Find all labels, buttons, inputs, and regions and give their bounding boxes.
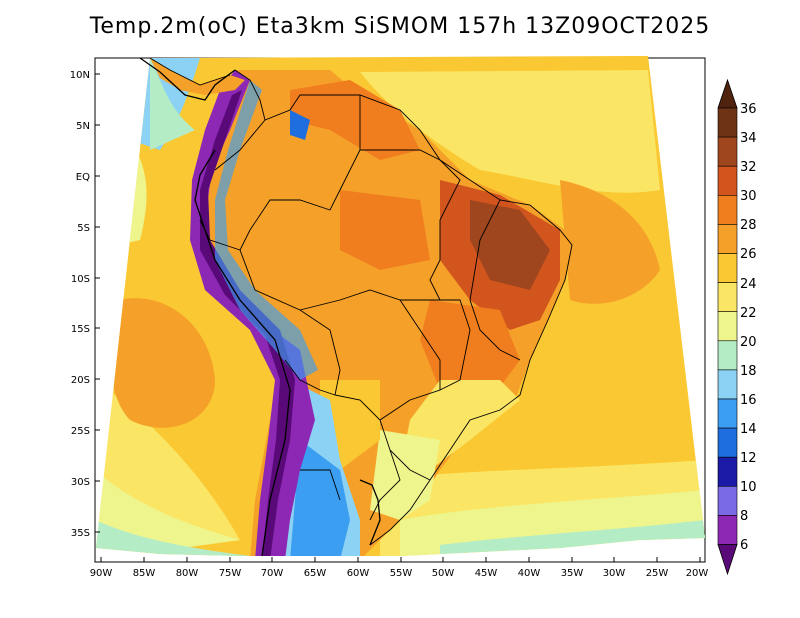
lat-label: 15S	[71, 324, 90, 335]
lon-label: 70W	[261, 568, 284, 579]
colorbar-label: 18	[740, 364, 757, 379]
colorbar-swatch	[717, 456, 738, 487]
coastline	[139, 57, 381, 557]
lon-label: 85W	[133, 568, 156, 579]
lat-label: EQ	[76, 172, 90, 183]
colorbar-label: 30	[740, 189, 757, 204]
colorbar-label: 34	[740, 131, 757, 146]
lon-label: 75W	[219, 568, 242, 579]
lat-label: 20S	[71, 375, 90, 386]
lon-label: 20W	[686, 568, 709, 579]
colorbar: 36 34 32 30 28 26 24 22 20 18 16 14 12 1…	[717, 78, 757, 576]
colorbar-swatch	[717, 369, 738, 400]
colorbar-swatch	[717, 195, 738, 225]
lon-label: 50W	[432, 568, 455, 579]
lon-label: 25W	[646, 568, 669, 579]
colorbar-swatch	[717, 136, 738, 167]
colorbar-label: 24	[740, 277, 757, 292]
colorbar-min-arrow	[717, 544, 738, 576]
country-borders	[149, 57, 573, 546]
colorbar-swatch	[717, 340, 738, 371]
lon-label: 90W	[90, 568, 113, 579]
colorbar-label: 6	[740, 538, 748, 553]
lon-label: 35W	[561, 568, 584, 579]
colorbar-swatch	[717, 311, 738, 342]
colorbar-label: 36	[740, 102, 757, 117]
colorbar-label: 32	[740, 160, 757, 175]
colorbar-label: 22	[740, 306, 757, 321]
lon-label: 60W	[347, 568, 370, 579]
lat-label: 5N	[76, 121, 90, 132]
colorbar-label: 16	[740, 393, 757, 408]
map-title: Temp.2m(oC) Eta3km SiSMOM 157h 13Z09OCT2…	[89, 14, 711, 39]
lon-label: 45W	[475, 568, 498, 579]
lat-label: 10N	[70, 70, 90, 81]
lon-label: 80W	[176, 568, 199, 579]
colorbar-label: 14	[740, 422, 757, 437]
colorbar-swatch	[717, 398, 738, 429]
colorbar-swatch	[717, 515, 738, 545]
lat-label: 35S	[71, 528, 90, 539]
colorbar-swatch	[717, 427, 738, 458]
colorbar-label: 12	[740, 451, 757, 466]
lon-label: 40W	[518, 568, 541, 579]
lon-label: 65W	[304, 568, 327, 579]
colorbar-swatch	[717, 224, 738, 254]
colorbar-swatch	[717, 107, 738, 138]
colorbar-swatch	[717, 253, 738, 283]
colorbar-swatch	[717, 485, 738, 516]
colorbar-swatch	[717, 165, 738, 196]
colorbar-label: 8	[740, 509, 748, 524]
colorbar-label: 20	[740, 335, 757, 350]
colorbar-label: 26	[740, 247, 757, 262]
longitude-axis: 90W 85W 80W 75W 70W 65W 60W 55W 50W 45W …	[90, 557, 709, 579]
colorbar-swatch	[717, 282, 738, 313]
colorbar-max-arrow	[717, 78, 738, 109]
colorbar-label: 10	[740, 480, 757, 495]
lat-label: 25S	[71, 426, 90, 437]
temperature-field	[96, 56, 705, 556]
lon-label: 30W	[603, 568, 626, 579]
lat-label: 5S	[77, 223, 90, 234]
colorbar-label: 28	[740, 218, 757, 233]
lat-label: 30S	[71, 477, 90, 488]
latitude-axis: 10N 5N EQ 5S 10S 15S 20S 25S 30S 35S	[70, 70, 100, 539]
lat-label: 10S	[71, 274, 90, 285]
lon-label: 55W	[390, 568, 413, 579]
